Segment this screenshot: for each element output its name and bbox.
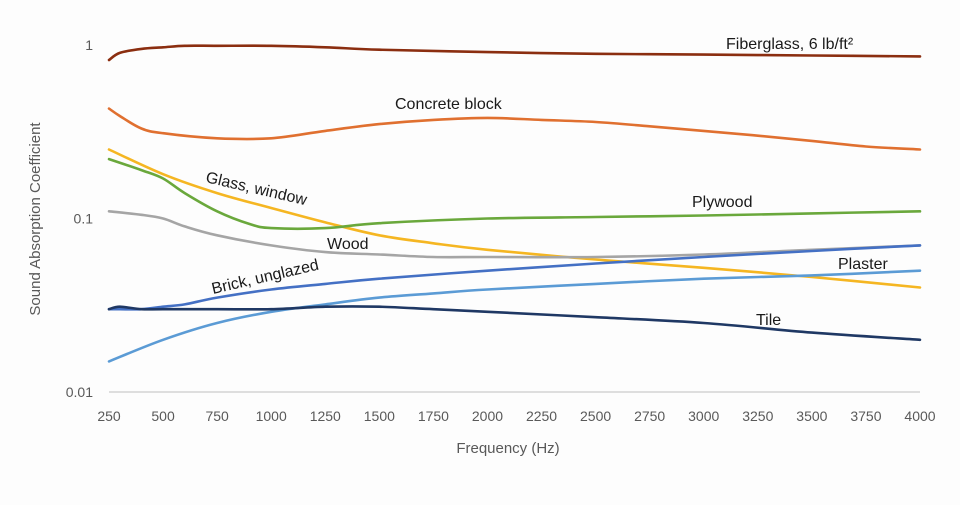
x-tick-label: 250 xyxy=(97,408,121,424)
x-tick-label: 2250 xyxy=(526,408,557,424)
series-label: Tile xyxy=(756,312,781,329)
x-tick-label: 500 xyxy=(151,408,175,424)
x-tick-label: 2000 xyxy=(472,408,503,424)
x-tick-label: 1000 xyxy=(256,408,287,424)
axes: 250 500 750 1000 1250 1500 1750 2000 2250 2500 275… xyxy=(66,37,936,424)
series-label: Plywood xyxy=(692,194,752,211)
series-line xyxy=(107,107,922,151)
x-tick-label: 4000 xyxy=(904,408,935,424)
y-tick-label: 0.01 xyxy=(66,384,93,400)
series-lines xyxy=(107,44,922,363)
series-line xyxy=(107,210,922,259)
series-line xyxy=(107,305,922,342)
x-tick-label: 1750 xyxy=(418,408,449,424)
x-tick-label: 3250 xyxy=(742,408,773,424)
series-line xyxy=(107,148,922,289)
y-tick-label: 0.1 xyxy=(74,211,94,227)
x-tick-label: 3750 xyxy=(850,408,881,424)
series-label: Concrete block xyxy=(395,96,503,113)
series-label: Brick, unglazed xyxy=(210,257,320,298)
y-axis-title: Sound Absorption Coefficient xyxy=(27,122,44,316)
x-tick-label: 3500 xyxy=(796,408,827,424)
series-line xyxy=(107,269,922,363)
x-tick-label: 1250 xyxy=(310,408,341,424)
x-tick-label: 1500 xyxy=(364,408,395,424)
y-tick-label: 1 xyxy=(85,37,93,53)
x-axis-title: Frequency (Hz) xyxy=(456,440,559,457)
series-line xyxy=(107,44,922,62)
series-label: Wood xyxy=(327,236,369,253)
series-line xyxy=(107,157,922,230)
x-tick-label: 2750 xyxy=(634,408,665,424)
series-label: Fiberglass, 6 lb/ft² xyxy=(726,36,854,53)
x-tick-label: 2500 xyxy=(580,408,611,424)
series-label: Plaster xyxy=(838,256,888,273)
x-tick-label: 3000 xyxy=(688,408,719,424)
x-tick-label: 750 xyxy=(205,408,229,424)
